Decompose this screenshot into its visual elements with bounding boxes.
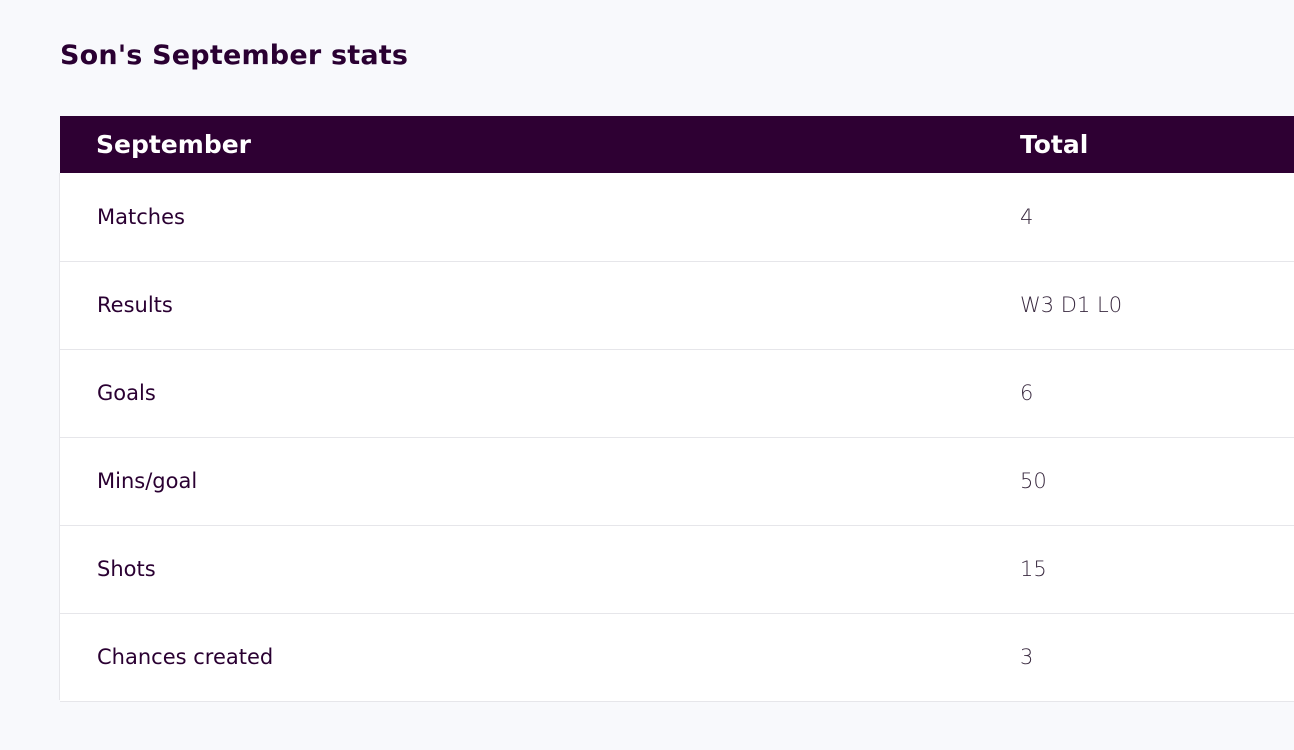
table-row: Mins/goal 50 bbox=[60, 437, 1294, 525]
row-label-shots: Shots bbox=[97, 557, 156, 581]
table-row: Results W3 D1 L0 bbox=[60, 261, 1294, 349]
table-row: Goals 6 bbox=[60, 349, 1294, 437]
table-body: Matches 4 Results W3 D1 L0 Goals 6 Mins/… bbox=[60, 173, 1294, 701]
row-value-shots: 15 bbox=[1020, 557, 1047, 581]
row-value-goals: 6 bbox=[1020, 381, 1034, 405]
table-left-border bbox=[59, 173, 60, 700]
table-row: Matches 4 bbox=[60, 173, 1294, 261]
page-title: Son's September stats bbox=[60, 40, 409, 71]
table-header: September Total bbox=[60, 116, 1294, 173]
row-label-chances-created: Chances created bbox=[97, 645, 274, 669]
row-label-matches: Matches bbox=[97, 204, 185, 229]
table-header-row: September Total bbox=[60, 116, 1294, 173]
row-label-mins-per-goal: Mins/goal bbox=[97, 469, 198, 493]
stats-table: September Total Matches 4 Results W3 D1 … bbox=[60, 116, 1294, 702]
row-label-results: Results bbox=[97, 293, 173, 317]
column-header-september: September bbox=[96, 130, 251, 159]
row-value-results: W3 D1 L0 bbox=[1020, 293, 1123, 317]
row-value-matches: 4 bbox=[1020, 204, 1034, 229]
column-header-total: Total bbox=[1020, 130, 1089, 159]
table-row: Shots 15 bbox=[60, 525, 1294, 613]
row-value-chances-created: 3 bbox=[1020, 645, 1034, 669]
row-value-mins-per-goal: 50 bbox=[1020, 469, 1047, 493]
row-label-goals: Goals bbox=[97, 381, 156, 405]
table-row: Chances created 3 bbox=[60, 613, 1294, 701]
